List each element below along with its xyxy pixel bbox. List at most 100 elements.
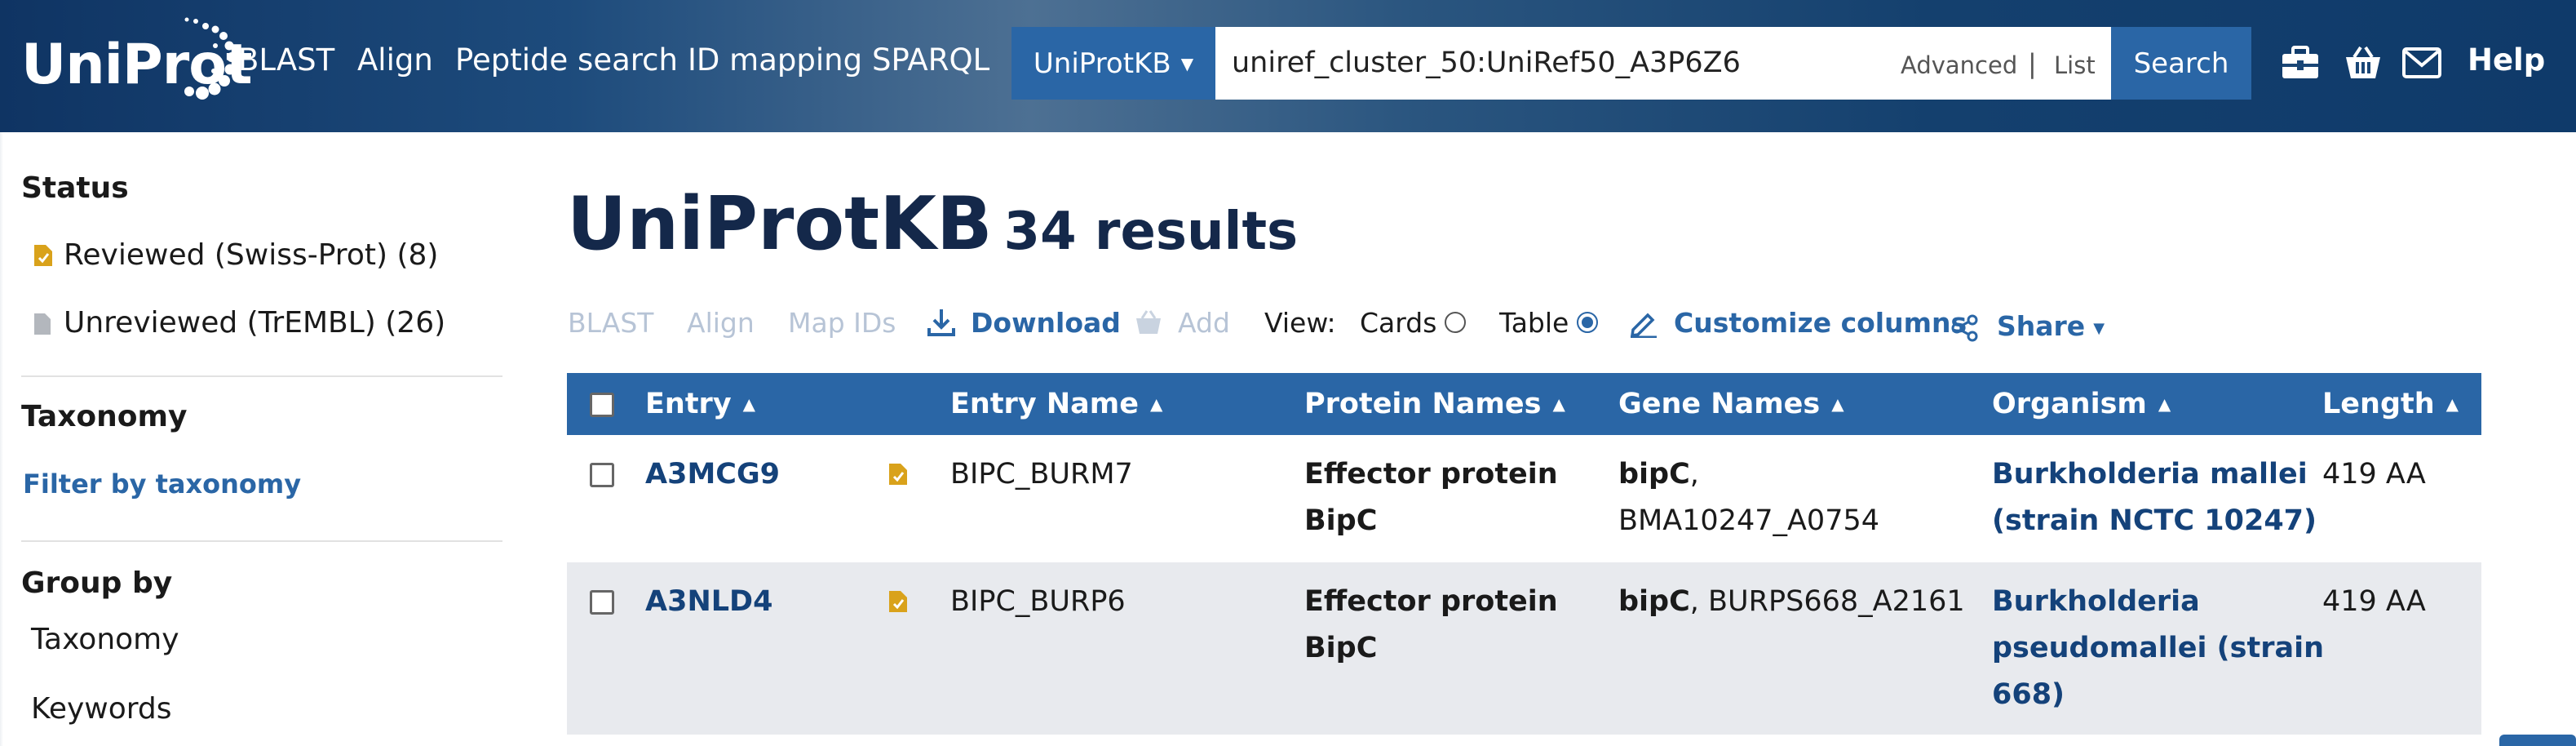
nav-sparql[interactable]: SPARQL xyxy=(872,42,990,78)
database-select-label: UniProtKB xyxy=(1033,47,1171,80)
page-title: UniProtKB 34 results xyxy=(567,181,1298,267)
map-ids-button[interactable]: Map IDs xyxy=(788,307,896,339)
length-value: 419 AA xyxy=(2322,458,2426,491)
protein-name: Effector protein BipC xyxy=(1304,579,1558,672)
groupby-keywords[interactable]: Keywords xyxy=(31,692,172,726)
column-length-label: Length xyxy=(2322,388,2435,420)
column-protein-names-label: Protein Names xyxy=(1304,388,1542,420)
organism-link[interactable]: Burkholderia pseudomallei (strain 668) xyxy=(1992,579,2324,718)
toolbox-icon[interactable] xyxy=(2280,42,2321,83)
chevron-down-icon: ▼ xyxy=(2093,320,2105,337)
download-button[interactable]: Download xyxy=(971,307,1121,339)
reviewed-icon xyxy=(34,245,52,266)
protein-name-line: BipC xyxy=(1304,504,1378,537)
organism-line: pseudomallei (strain xyxy=(1992,632,2324,664)
organism-link[interactable]: Burkholderia mallei (strain NCTC 10247) xyxy=(1992,451,2317,544)
filter-reviewed[interactable]: Reviewed (Swiss-Prot) (8) xyxy=(64,238,439,272)
search-box: Advanced | List xyxy=(1215,27,2111,100)
entry-name: BIPC_BURP6 xyxy=(950,585,1126,618)
column-organism[interactable]: Organism ▲ xyxy=(1992,388,2171,420)
table-header: Entry ▲ Entry Name ▲ Protein Names ▲ Gene N… xyxy=(567,373,2481,435)
gene-separator: , BURPS668_A2161 xyxy=(1689,585,1965,618)
add-button[interactable]: Add xyxy=(1178,307,1230,339)
status-heading: Status xyxy=(21,171,129,205)
search-separator: | xyxy=(2028,48,2037,79)
column-organism-label: Organism xyxy=(1992,388,2147,420)
basket-icon xyxy=(1136,310,1161,334)
protein-name-line: Effector protein xyxy=(1304,585,1558,618)
share-button[interactable]: Share ▼ xyxy=(1997,310,2105,342)
column-length[interactable]: Length ▲ xyxy=(2322,388,2459,420)
view-cards-option[interactable]: Cards xyxy=(1360,307,1467,339)
sidebar-divider xyxy=(21,540,502,542)
chevron-down-icon: ▼ xyxy=(1180,53,1194,73)
groupby-heading: Group by xyxy=(21,566,173,600)
database-select[interactable]: UniProtKB ▼ xyxy=(1011,27,1215,100)
mail-icon[interactable] xyxy=(2401,42,2442,83)
result-count: 34 results xyxy=(1003,202,1299,262)
sort-arrow-icon: ▲ xyxy=(1552,394,1565,414)
column-protein-names[interactable]: Protein Names ▲ xyxy=(1304,388,1565,420)
gene-names: bipC, BURPS668_A2161 xyxy=(1618,579,1965,625)
length-value: 419 AA xyxy=(2322,585,2426,618)
view-label: View: xyxy=(1264,307,1336,339)
logo-dots-icon xyxy=(184,17,237,100)
protein-name: Effector protein BipC xyxy=(1304,451,1558,544)
gene-separator: , xyxy=(1689,458,1699,491)
organism-line: 668) xyxy=(1992,678,2065,711)
share-icon xyxy=(1951,314,1978,342)
scroll-handle[interactable] xyxy=(2499,735,2576,746)
column-entry-label: Entry xyxy=(645,388,732,420)
view-table-option[interactable]: Table xyxy=(1499,307,1599,339)
reviewed-icon xyxy=(889,591,907,612)
edit-icon xyxy=(1630,313,1657,338)
align-button[interactable]: Align xyxy=(687,307,755,339)
column-gene-names[interactable]: Gene Names ▲ xyxy=(1618,388,1844,420)
sort-arrow-icon: ▲ xyxy=(2445,394,2459,414)
filter-by-taxonomy-link[interactable]: Filter by taxonomy xyxy=(23,468,302,500)
gene-primary: bipC xyxy=(1618,458,1690,491)
table-radio[interactable] xyxy=(1577,311,1599,333)
column-entry-name-label: Entry Name xyxy=(950,388,1139,420)
blast-button[interactable]: BLAST xyxy=(568,307,654,339)
table-row: A3NLD4 BIPC_BURP6 Effector protein BipC … xyxy=(567,562,2481,735)
entry-name: BIPC_BURM7 xyxy=(950,458,1133,491)
nav-id-mapping[interactable]: ID mapping xyxy=(688,42,863,78)
cards-radio[interactable] xyxy=(1445,311,1467,333)
entry-link[interactable]: A3MCG9 xyxy=(645,458,781,491)
download-icon xyxy=(927,309,955,336)
gene-secondary: BMA10247_A0754 xyxy=(1618,504,1880,537)
top-header: UniProt BLAST Align Peptide search ID ma… xyxy=(0,0,2576,132)
column-entry[interactable]: Entry ▲ xyxy=(645,388,755,420)
view-cards-label: Cards xyxy=(1360,307,1437,339)
column-gene-names-label: Gene Names xyxy=(1618,388,1821,420)
sidebar-edge xyxy=(0,132,3,746)
organism-line: Burkholderia mallei xyxy=(1992,458,2308,491)
nav-peptide-search[interactable]: Peptide search xyxy=(455,42,678,78)
row-checkbox[interactable] xyxy=(590,463,614,487)
row-checkbox[interactable] xyxy=(590,590,614,615)
organism-line: (strain NCTC 10247) xyxy=(1992,504,2317,537)
column-entry-name[interactable]: Entry Name ▲ xyxy=(950,388,1162,420)
nav-blast[interactable]: BLAST xyxy=(238,42,335,78)
taxonomy-heading: Taxonomy xyxy=(21,400,188,433)
select-all-checkbox[interactable] xyxy=(590,393,614,417)
list-search-link[interactable]: List xyxy=(2054,51,2096,79)
advanced-search-link[interactable]: Advanced xyxy=(1901,51,2018,79)
protein-name-line: Effector protein xyxy=(1304,458,1558,491)
help-link[interactable]: Help xyxy=(2468,42,2546,78)
nav-align[interactable]: Align xyxy=(357,42,433,78)
sort-arrow-icon: ▲ xyxy=(1831,394,1844,414)
entry-link[interactable]: A3NLD4 xyxy=(645,585,773,618)
filter-unreviewed[interactable]: Unreviewed (TrEMBL) (26) xyxy=(64,306,446,340)
customize-columns-button[interactable]: Customize columns xyxy=(1674,307,1967,339)
sort-arrow-icon: ▲ xyxy=(1149,394,1163,414)
reviewed-icon xyxy=(889,464,907,485)
basket-icon[interactable] xyxy=(2343,42,2383,83)
sidebar-divider xyxy=(21,375,502,377)
search-button[interactable]: Search xyxy=(2111,27,2251,100)
sort-arrow-icon: ▲ xyxy=(2158,394,2171,414)
groupby-taxonomy[interactable]: Taxonomy xyxy=(31,623,179,656)
sort-arrow-icon: ▲ xyxy=(742,394,756,414)
search-input[interactable] xyxy=(1232,42,1852,84)
